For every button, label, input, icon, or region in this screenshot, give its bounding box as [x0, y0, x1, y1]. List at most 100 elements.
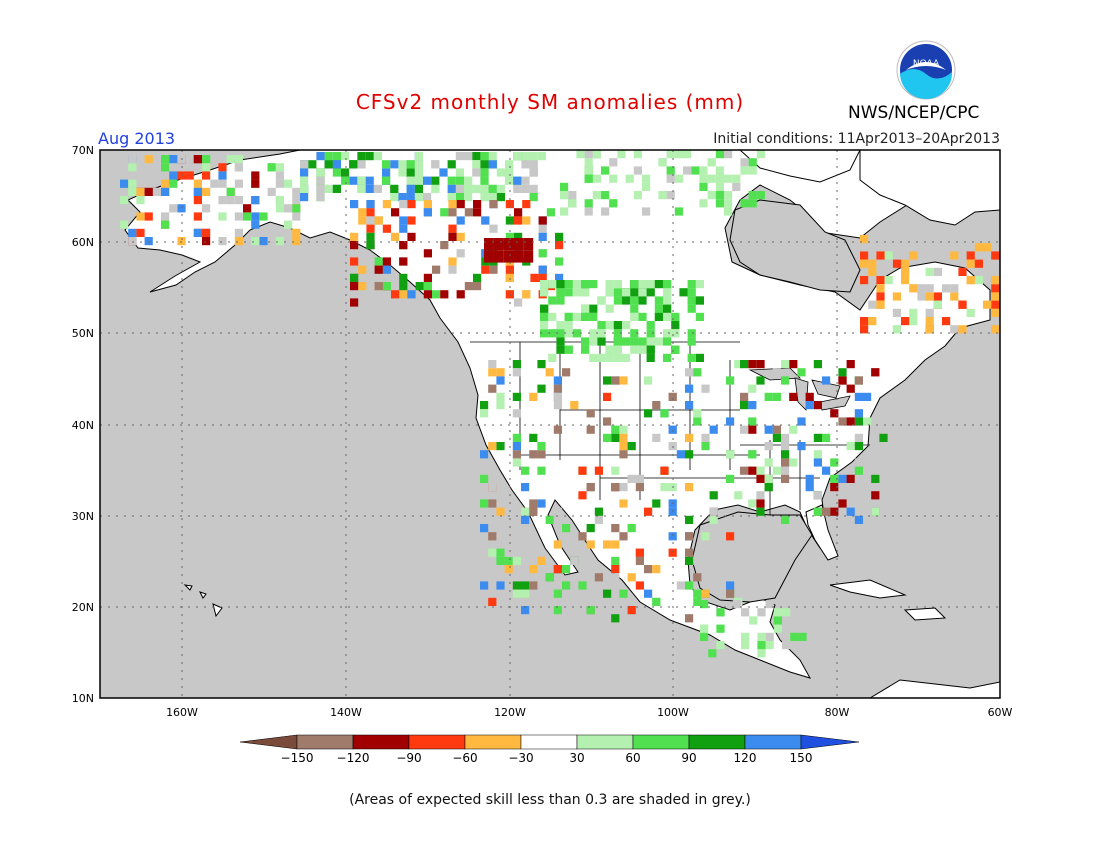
- anomaly-cell: [399, 290, 408, 299]
- anomaly-cell: [529, 193, 538, 202]
- anomaly-cell: [663, 296, 672, 305]
- anomaly-cell: [522, 216, 531, 225]
- anomaly-cell: [538, 232, 547, 241]
- anomaly-cell: [447, 193, 456, 202]
- anomaly-cell: [838, 376, 847, 385]
- anomaly-cell: [560, 207, 569, 216]
- anomaly-cell: [275, 237, 284, 246]
- anomaly-cell: [901, 267, 910, 276]
- anomaly-cell: [505, 232, 514, 241]
- anomaly-cell: [480, 401, 489, 410]
- anomaly-cell: [654, 280, 663, 289]
- anomaly-cell: [512, 442, 521, 451]
- anomaly-cell: [275, 204, 284, 213]
- anomaly-cell: [480, 524, 489, 533]
- anomaly-cell: [572, 329, 581, 338]
- anomaly-cell: [251, 220, 260, 229]
- anomaly-cell: [357, 184, 366, 193]
- colorbar: −150 −120 −90 −60 −30 30 60 90 120 150: [239, 734, 860, 765]
- anomaly-cell: [748, 417, 757, 426]
- anomaly-cell: [537, 152, 546, 161]
- anomaly-cell: [734, 360, 743, 369]
- lon-label: 60W: [988, 706, 1013, 719]
- anomaly-cell: [594, 466, 603, 475]
- lat-label: 10N: [72, 692, 94, 705]
- anomaly-cell: [415, 282, 424, 291]
- anomaly-cell: [830, 458, 839, 467]
- anomaly-cell: [556, 288, 565, 297]
- anomaly-cell: [876, 276, 885, 285]
- anomaly-cell: [838, 483, 847, 492]
- anomaly-cell: [601, 207, 610, 216]
- anomaly-cell: [472, 168, 481, 177]
- anomaly-cell: [128, 163, 137, 172]
- anomaly-cell: [177, 204, 186, 213]
- anomaly-cell: [455, 152, 464, 161]
- agency-label: NWS/NCEP/CPC: [848, 103, 980, 123]
- anomaly-cell: [925, 325, 934, 334]
- anomaly-cell: [663, 337, 672, 346]
- anomaly-cell: [925, 308, 934, 317]
- anomaly-cell: [652, 565, 661, 574]
- anomaly-cell: [440, 241, 449, 250]
- anomaly-cell: [456, 249, 465, 258]
- anomaly-cell: [161, 212, 170, 221]
- anomaly-cell: [724, 174, 733, 183]
- anomaly-cell: [505, 265, 514, 274]
- colorbar-label: 60: [625, 751, 640, 765]
- anomaly-cell: [234, 228, 243, 237]
- anomaly-cell: [365, 176, 374, 185]
- anomaly-cell: [144, 212, 153, 221]
- anomaly-cell: [496, 376, 505, 385]
- anomaly-cell: [740, 158, 749, 167]
- anomaly-cell: [679, 288, 688, 297]
- anomaly-cell: [540, 288, 549, 297]
- anomaly-cell: [716, 624, 725, 633]
- anomaly-cell: [603, 376, 612, 385]
- anomaly-cell: [586, 409, 595, 418]
- anomaly-cell: [226, 155, 235, 164]
- anomaly-cell: [540, 304, 549, 313]
- anomaly-cell: [504, 556, 513, 565]
- anomaly-cell: [496, 507, 505, 516]
- anomaly-cell: [892, 325, 901, 334]
- anomaly-cell: [781, 515, 790, 524]
- anomaly-cell: [324, 160, 333, 169]
- anomaly-cell: [685, 368, 694, 377]
- anomaly-cell: [488, 368, 497, 377]
- anomaly-cell: [611, 433, 620, 442]
- anomaly-cell: [611, 466, 620, 475]
- anomaly-cell: [366, 224, 375, 233]
- anomaly-cell: [284, 220, 293, 229]
- anomaly-cell: [611, 524, 620, 533]
- anomaly-cell: [642, 207, 651, 216]
- anomaly-cell: [666, 191, 675, 200]
- anomaly-cell: [635, 556, 644, 565]
- anomaly-cell: [243, 204, 252, 213]
- anomaly-cell: [423, 176, 432, 185]
- anomaly-cell: [789, 360, 798, 369]
- anomaly-cell: [488, 532, 497, 541]
- anomaly-cell: [666, 174, 675, 183]
- anomaly-cell: [373, 152, 382, 161]
- anomaly-cell: [193, 228, 202, 237]
- anomaly-cell: [349, 160, 358, 169]
- anomaly-cell: [390, 193, 399, 202]
- anomaly-cell: [555, 232, 564, 241]
- anomaly-cell: [782, 641, 791, 650]
- anomaly-cell: [693, 556, 702, 565]
- anomaly-cell: [496, 581, 505, 590]
- anomaly-cell: [644, 409, 653, 418]
- anomaly-cell: [455, 168, 464, 177]
- anomaly-cell: [644, 376, 653, 385]
- anomaly-cell: [480, 152, 489, 161]
- colorbar-swatch: [744, 734, 802, 750]
- anomaly-cell: [564, 329, 573, 338]
- anomaly-cell: [202, 163, 211, 172]
- anomaly-cell: [586, 425, 595, 434]
- anomaly-cell: [473, 282, 482, 291]
- anomaly-cell: [958, 300, 967, 309]
- anomaly-cell: [630, 345, 639, 354]
- anomaly-cell: [553, 565, 562, 574]
- anomaly-cell: [630, 280, 639, 289]
